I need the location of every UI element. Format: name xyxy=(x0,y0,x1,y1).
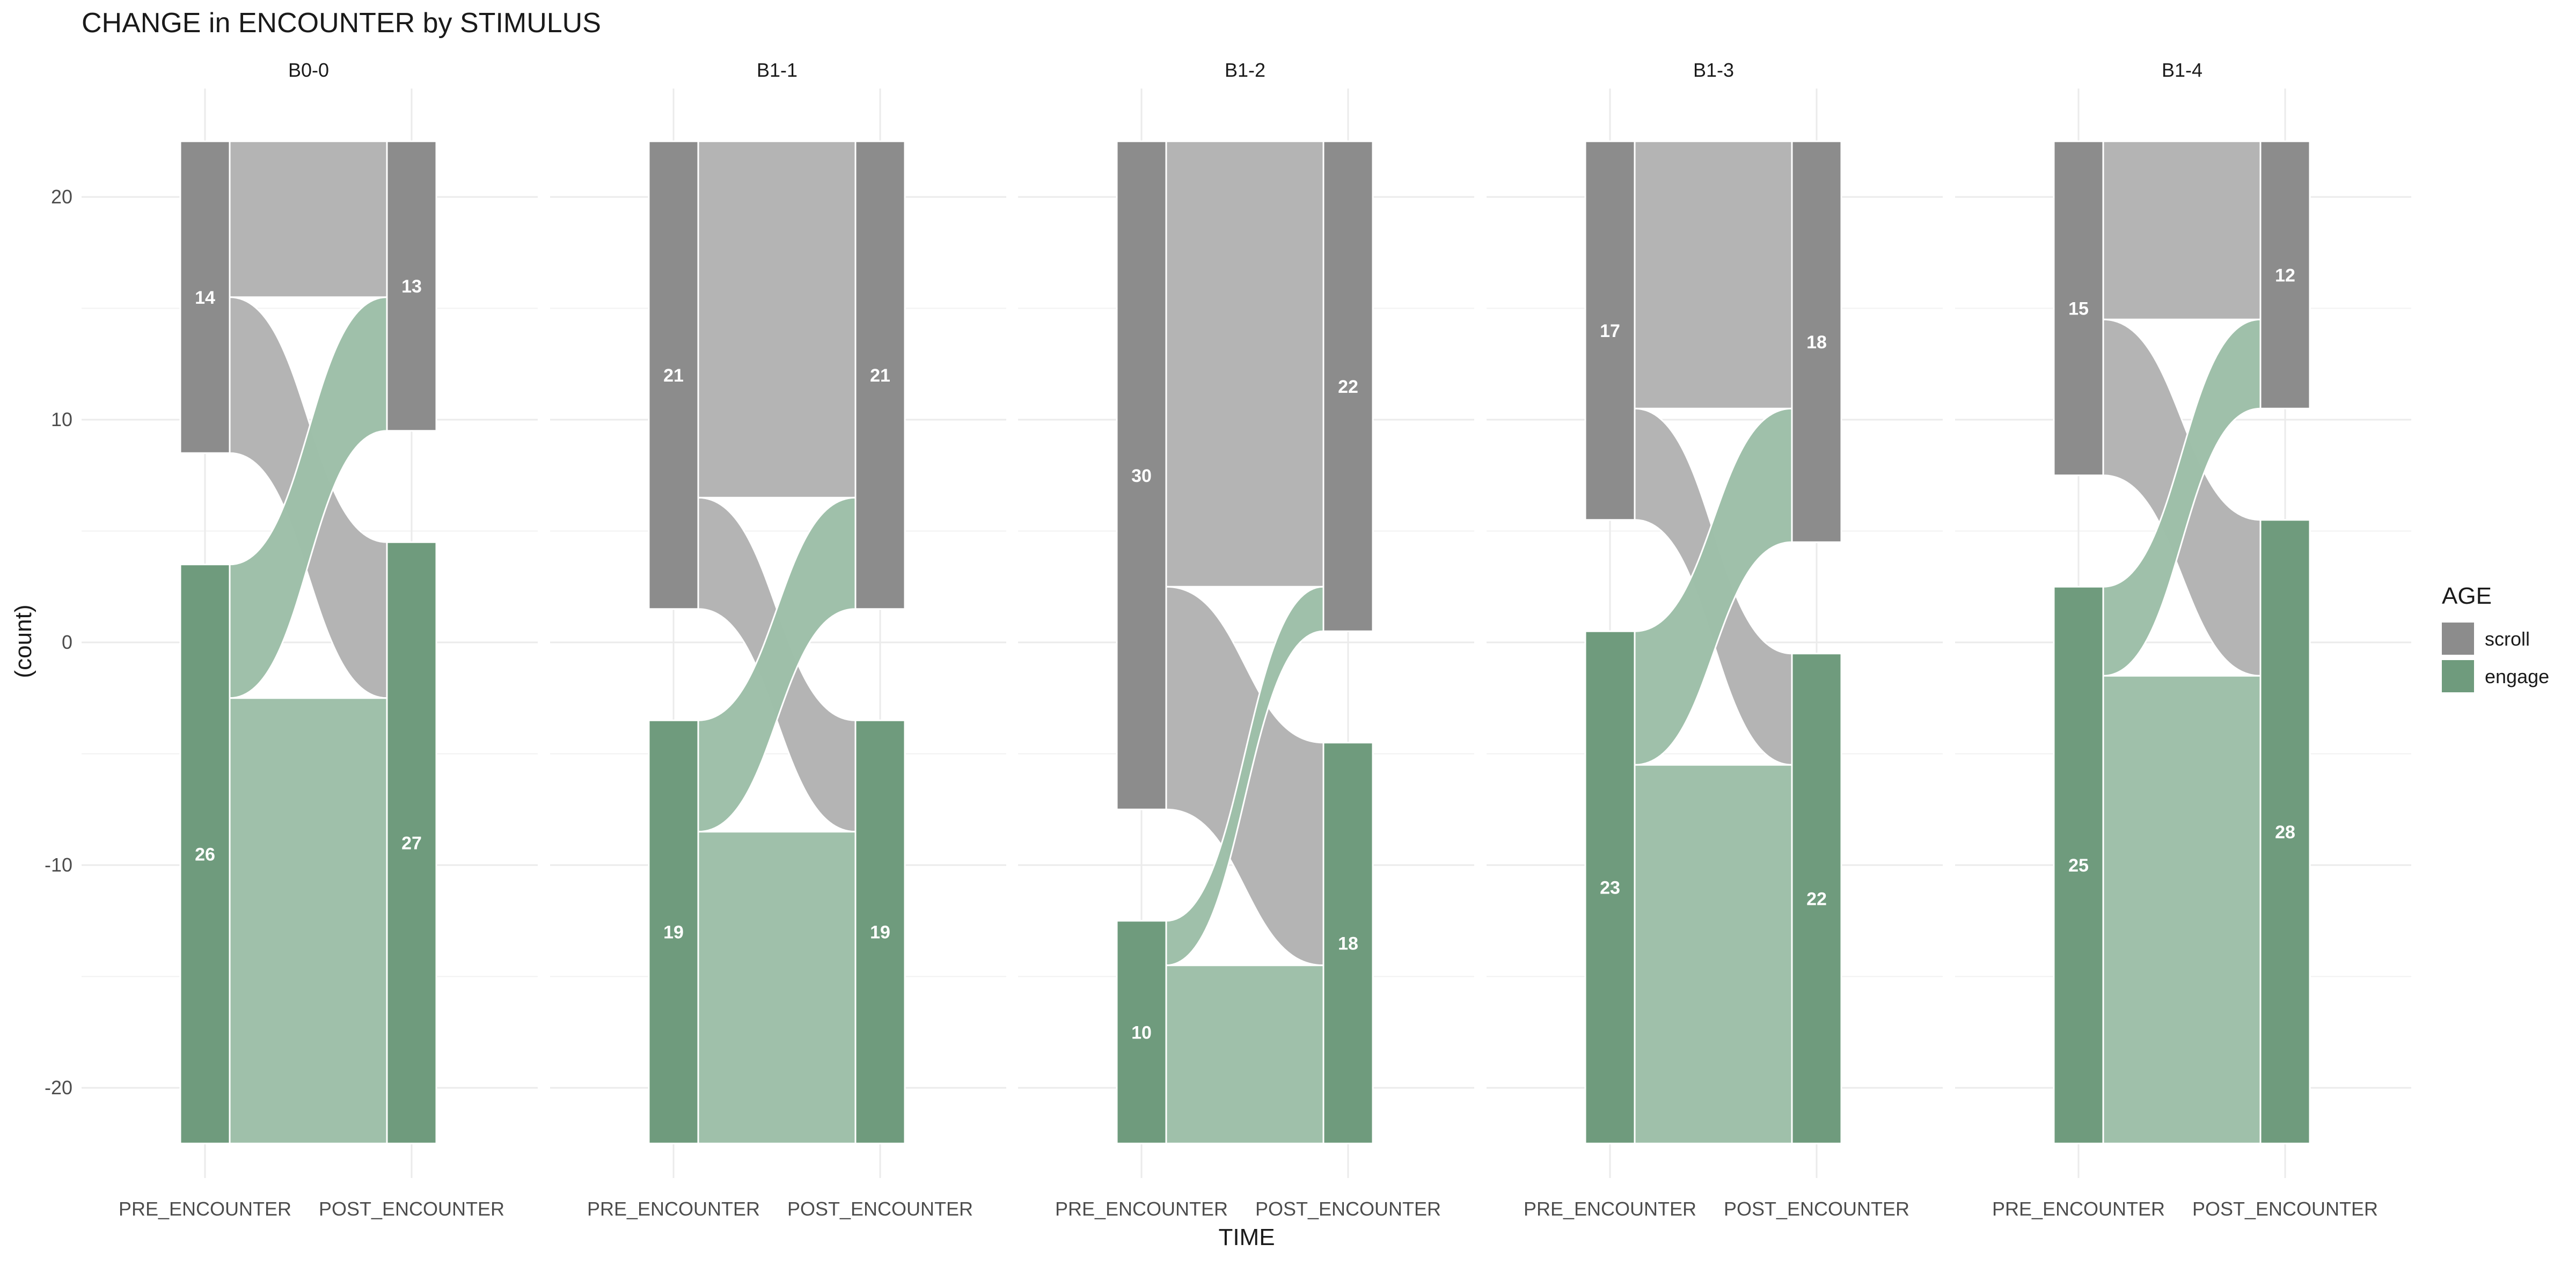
legend-swatch-engage xyxy=(2442,660,2474,692)
x-tick-label: POST_ENCOUNTER xyxy=(1255,1198,1441,1220)
pre-scroll-count-label: 14 xyxy=(195,288,215,308)
post-scroll-bar xyxy=(386,140,437,432)
pre-scroll-bar xyxy=(1116,140,1167,810)
post-engage-count-label: 18 xyxy=(1338,933,1358,954)
legend: AGE scroll engage xyxy=(2442,583,2549,692)
post-engage-count-label: 19 xyxy=(870,923,890,943)
flow-engage-to-engage xyxy=(1634,764,1793,1145)
post-scroll-count-label: 12 xyxy=(2275,265,2295,286)
post-scroll-count-label: 13 xyxy=(401,276,422,297)
y-tick-label: 20 xyxy=(51,186,72,208)
pre-scroll-bar xyxy=(2053,140,2104,477)
pre-engage-count-label: 23 xyxy=(1600,878,1620,898)
x-tick-label: PRE_ENCOUNTER xyxy=(1055,1198,1228,1220)
y-tick-label: -10 xyxy=(45,854,72,876)
x-axis-title: TIME xyxy=(1218,1224,1275,1250)
flow-scroll-to-scroll xyxy=(1634,140,1793,409)
pre-engage-count-label: 25 xyxy=(2068,855,2089,876)
legend-swatch-scroll xyxy=(2442,623,2474,655)
x-tick-label: PRE_ENCOUNTER xyxy=(119,1198,291,1220)
x-tick-label: POST_ENCOUNTER xyxy=(319,1198,504,1220)
pre-scroll-bar xyxy=(648,140,699,610)
post-engage-bar xyxy=(386,541,437,1145)
post-engage-bar xyxy=(1791,653,1842,1145)
pre-scroll-count-label: 17 xyxy=(1600,321,1620,341)
pre-scroll-count-label: 21 xyxy=(663,365,684,386)
chart-title: CHANGE in ENCOUNTER by STIMULUS xyxy=(82,8,601,39)
x-tick-label: PRE_ENCOUNTER xyxy=(587,1198,760,1220)
flows xyxy=(697,140,857,1145)
flow-scroll-to-scroll xyxy=(1165,140,1324,588)
facet-label: B0-0 xyxy=(288,59,329,81)
x-tick-label: PRE_ENCOUNTER xyxy=(1524,1198,1696,1220)
pre-engage-bar xyxy=(648,719,699,1145)
flow-engage-to-engage xyxy=(1165,964,1324,1145)
pre-engage-bar xyxy=(2053,586,2104,1145)
post-engage-bar xyxy=(854,719,906,1145)
flow-scroll-to-scroll xyxy=(229,140,388,298)
legend-label-scroll: scroll xyxy=(2485,628,2530,650)
flows xyxy=(1634,140,1793,1145)
panel-B1-1: B1-1 21 19 21 19 PRE_ENCOUNTER POST_ENCOUNTER xyxy=(550,59,1006,1220)
post-scroll-count-label: 22 xyxy=(1338,377,1358,397)
pre-scroll-bar xyxy=(179,140,231,454)
flow-engage-to-engage xyxy=(229,697,388,1145)
y-tick-label: 0 xyxy=(62,631,72,653)
post-engage-bar xyxy=(1322,742,1374,1145)
pre-engage-bar xyxy=(179,564,231,1145)
pre-engage-bar xyxy=(1584,630,1636,1145)
panel-B1-4: B1-4 15 25 12 28 PRE_ENCOUNTER POST_ENCOUNTER xyxy=(1955,59,2411,1220)
post-engage-count-label: 27 xyxy=(401,833,422,854)
post-scroll-count-label: 21 xyxy=(870,365,890,386)
facet-label: B1-2 xyxy=(1225,59,1265,81)
flow-engage-to-engage xyxy=(697,831,857,1145)
flows xyxy=(1165,140,1324,1145)
facet-label: B1-1 xyxy=(757,59,797,81)
y-tick-label: -20 xyxy=(45,1077,72,1099)
pre-scroll-bar xyxy=(1584,140,1636,521)
post-scroll-bar xyxy=(2259,140,2311,409)
post-engage-bar xyxy=(2259,519,2311,1145)
panel-B1-3: B1-3 17 23 18 22 PRE_ENCOUNTER POST_ENCOUNTER xyxy=(1487,59,1943,1220)
pre-engage-count-label: 19 xyxy=(663,923,684,943)
post-scroll-bar xyxy=(1791,140,1842,543)
pre-engage-bar xyxy=(1116,920,1167,1145)
legend-title: AGE xyxy=(2442,583,2492,609)
post-scroll-bar xyxy=(1322,140,1374,632)
post-engage-count-label: 22 xyxy=(1806,889,1827,909)
flow-engage-to-engage xyxy=(2102,675,2262,1145)
pre-engage-count-label: 10 xyxy=(1131,1022,1152,1043)
pre-scroll-count-label: 30 xyxy=(1131,466,1152,486)
x-tick-label: POST_ENCOUNTER xyxy=(1724,1198,1909,1220)
flows xyxy=(229,140,388,1145)
panel-B1-2: B1-2 30 10 22 18 PRE_ENCOUNTER POST_ENCOUNTER xyxy=(1018,59,1474,1220)
post-engage-count-label: 28 xyxy=(2275,822,2295,843)
facet-label: B1-3 xyxy=(1693,59,1734,81)
legend-label-engage: engage xyxy=(2485,665,2549,687)
x-tick-label: PRE_ENCOUNTER xyxy=(1992,1198,2165,1220)
facet-label: B1-4 xyxy=(2162,59,2202,81)
x-tick-label: POST_ENCOUNTER xyxy=(2192,1198,2378,1220)
flow-scroll-to-scroll xyxy=(2102,140,2262,320)
pre-engage-count-label: 26 xyxy=(195,844,215,865)
y-axis-title: (count) xyxy=(10,605,36,678)
pre-scroll-count-label: 15 xyxy=(2068,299,2089,319)
x-tick-label: POST_ENCOUNTER xyxy=(787,1198,973,1220)
y-tick-label: 10 xyxy=(51,408,72,430)
post-scroll-count-label: 18 xyxy=(1806,332,1827,353)
y-axis: 20 10 0 -10 -20 xyxy=(45,186,72,1099)
post-scroll-bar xyxy=(854,140,906,610)
panel-B0-0: B0-0 14 26 13 27 PRE_ENCOUNTER POST_ENCOUNTER xyxy=(82,59,538,1220)
flow-scroll-to-scroll xyxy=(697,140,857,499)
